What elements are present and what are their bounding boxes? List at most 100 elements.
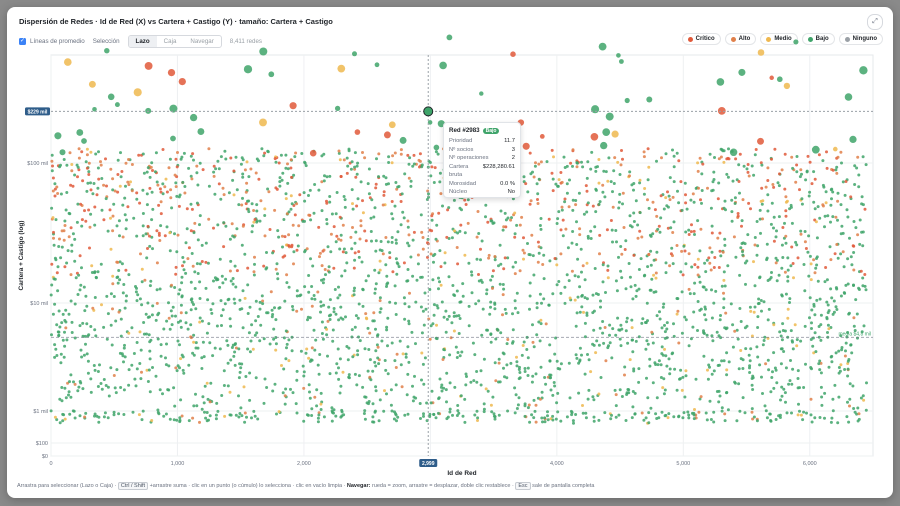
data-point [580, 160, 583, 164]
data-point [276, 229, 280, 233]
data-point [435, 304, 439, 308]
data-point [361, 151, 364, 154]
data-point [598, 42, 607, 51]
data-point [711, 180, 715, 184]
data-point [189, 323, 193, 327]
data-point [681, 375, 685, 379]
data-point [691, 192, 695, 196]
data-point [601, 183, 605, 187]
data-point [566, 246, 570, 250]
data-point [828, 245, 832, 249]
data-point [484, 215, 487, 219]
data-point [738, 409, 742, 413]
data-point [505, 363, 509, 367]
data-point [634, 294, 638, 298]
data-point [651, 381, 655, 385]
data-point [846, 400, 849, 404]
legend-item-alto[interactable]: Alto [724, 33, 757, 45]
data-point [323, 174, 326, 178]
data-point [809, 278, 813, 282]
data-point [347, 149, 351, 153]
data-point [309, 257, 312, 261]
data-point [67, 211, 71, 215]
data-point [94, 275, 98, 279]
data-point [92, 182, 96, 185]
data-point [774, 256, 778, 260]
data-point [116, 281, 120, 285]
data-point [75, 220, 79, 224]
data-point [287, 338, 291, 342]
data-point [438, 377, 442, 381]
data-point [763, 404, 767, 408]
data-point [589, 370, 593, 374]
data-point [357, 374, 361, 378]
chart-axes: 01,0002,0003,0004,0005,0006,000$0$100$1 … [18, 161, 817, 477]
data-point [634, 199, 638, 203]
data-point [556, 217, 560, 221]
legend-item-medio[interactable]: Medio [760, 33, 798, 45]
data-point [655, 417, 659, 420]
data-point [491, 395, 495, 399]
mode-navegar-button[interactable]: Navegar [190, 37, 214, 45]
data-point [601, 320, 605, 323]
legend-item-ninguno[interactable]: Ninguno [838, 33, 883, 45]
mode-caja-button[interactable]: Caja [163, 37, 177, 45]
data-point [291, 305, 294, 308]
data-point [265, 251, 268, 254]
data-point [366, 326, 370, 330]
data-point [319, 304, 323, 308]
data-point [425, 401, 429, 405]
legend-item-bajo[interactable]: Bajo [801, 33, 835, 45]
data-point [175, 418, 179, 422]
data-point [851, 384, 855, 388]
data-point [171, 305, 175, 309]
data-point [270, 308, 274, 312]
data-point [146, 380, 150, 383]
data-point [241, 175, 245, 179]
data-point [305, 347, 309, 351]
data-point [727, 147, 730, 151]
data-point [73, 173, 77, 177]
data-point [180, 414, 184, 418]
data-point [654, 363, 658, 366]
data-point [189, 280, 193, 284]
data-point [781, 322, 785, 326]
data-point [601, 280, 605, 284]
data-point [377, 271, 381, 275]
data-point [466, 221, 470, 225]
data-point [341, 250, 345, 254]
legend-item-critico[interactable]: Crítico [681, 33, 721, 45]
data-point [748, 359, 752, 363]
data-point [660, 156, 663, 160]
data-point [229, 259, 233, 263]
data-point [618, 337, 622, 341]
data-point [568, 178, 571, 182]
y-tick-label: $1 mil [33, 409, 48, 415]
y-tick-label: $100 [36, 441, 48, 447]
data-point [722, 270, 726, 274]
data-point [362, 412, 366, 415]
data-point [374, 389, 378, 393]
data-point [714, 289, 718, 293]
data-point [433, 166, 437, 170]
data-point [312, 294, 316, 297]
data-point [167, 166, 171, 170]
data-point [140, 303, 144, 307]
data-point [578, 233, 582, 237]
expand-icon[interactable]: ⤢ [867, 14, 883, 30]
data-point [134, 290, 138, 294]
data-point [56, 289, 60, 293]
mode-lazo-button[interactable]: Lazo [128, 35, 157, 47]
data-point [124, 184, 127, 188]
data-point [189, 154, 193, 158]
data-point [392, 417, 396, 421]
data-point [104, 384, 108, 387]
data-point [789, 203, 793, 207]
data-point [603, 326, 607, 329]
data-point [60, 386, 64, 389]
data-point [363, 409, 367, 413]
scatter-plot[interactable]: 01,0002,0003,0004,0005,0006,000$0$100$1 … [7, 7, 893, 498]
data-point [783, 391, 787, 395]
data-point [181, 256, 185, 259]
avg-lines-checkbox[interactable]: ✓ [19, 37, 26, 45]
